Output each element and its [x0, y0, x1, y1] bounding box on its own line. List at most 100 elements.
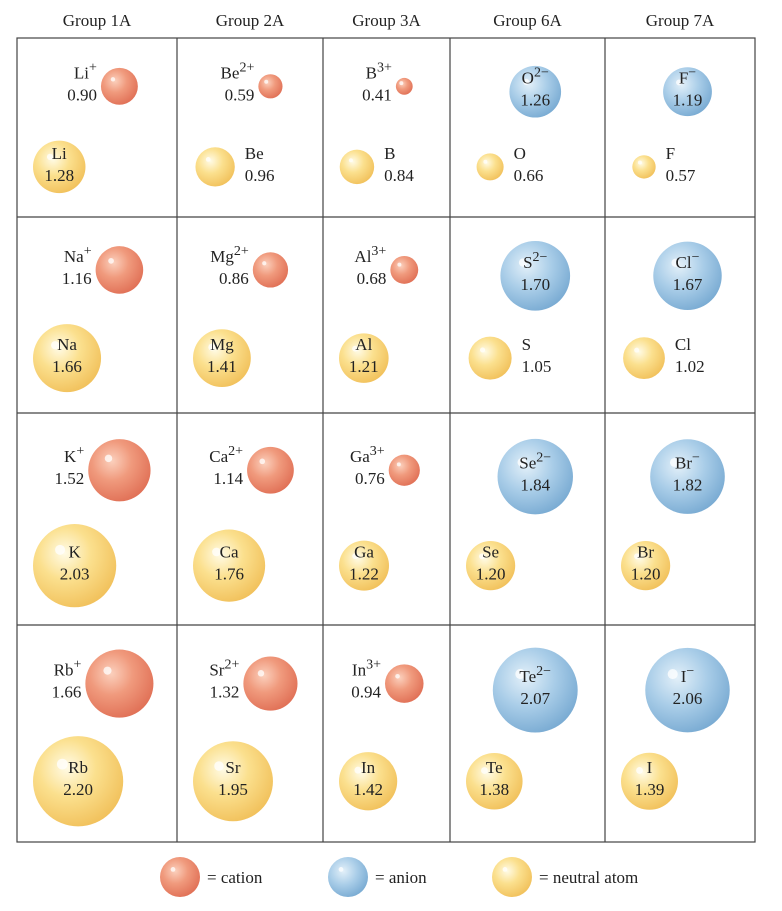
cation-sphere — [85, 649, 154, 718]
element-symbol: Cl — [676, 253, 692, 272]
charge: + — [84, 244, 92, 259]
element-symbol: Li — [74, 63, 89, 82]
atom-sphere — [466, 541, 516, 591]
symbol: Na+ — [64, 244, 92, 266]
element-symbol: K — [68, 543, 81, 562]
highlight — [108, 258, 114, 264]
highlight — [104, 454, 113, 463]
highlight — [671, 258, 680, 267]
highlight — [103, 666, 112, 675]
atom-sphere — [32, 524, 117, 608]
radius-value: 0.57 — [666, 166, 696, 185]
anion-sphere — [663, 67, 712, 117]
symbol: O — [514, 144, 526, 163]
element-symbol: S — [523, 253, 532, 272]
symbol: Sr2+ — [209, 658, 239, 680]
element-symbol: F — [666, 144, 675, 163]
group-header: Group 7A — [646, 11, 715, 30]
radius-value: 1.84 — [520, 476, 550, 495]
atom-sphere — [339, 540, 390, 591]
radius-value: 1.38 — [479, 780, 509, 799]
radius-value: 2.20 — [63, 780, 93, 799]
atom-sphere — [621, 541, 671, 591]
cation-sphere — [243, 656, 298, 711]
cation-sphere — [88, 439, 151, 502]
radius-value: 1.16 — [62, 269, 92, 288]
charge: 3+ — [370, 444, 385, 459]
radius-value: 1.21 — [349, 357, 379, 376]
charge: − — [692, 250, 700, 265]
element-symbol: Rb — [54, 661, 74, 680]
element-symbol: O — [522, 69, 534, 88]
radius-value: 1.14 — [213, 469, 243, 488]
highlight — [479, 347, 486, 353]
highlight — [399, 81, 404, 86]
atom-sphere — [33, 736, 124, 827]
element-symbol: Cl — [675, 335, 691, 354]
atom-sphere — [193, 741, 273, 822]
charge: 2− — [533, 250, 548, 265]
symbol: Ga — [354, 543, 374, 562]
atom-sphere — [339, 149, 375, 185]
highlight — [395, 673, 400, 679]
radius-value: 0.68 — [357, 269, 387, 288]
element-symbol: Te — [486, 758, 503, 777]
highlight — [257, 670, 265, 677]
radius-value: 1.52 — [54, 469, 84, 488]
radius-value: 1.20 — [631, 565, 661, 584]
highlight — [262, 261, 267, 266]
highlight — [259, 458, 266, 465]
symbol: Cl — [675, 335, 691, 354]
highlight — [51, 341, 60, 350]
element-symbol: Mg — [210, 335, 234, 354]
element-symbol: Al — [354, 247, 371, 266]
charge: 2+ — [239, 60, 254, 75]
symbol: Al3+ — [354, 244, 386, 266]
charge: 3+ — [371, 244, 386, 259]
radius-value: 1.22 — [349, 565, 379, 584]
symbol: Mg — [210, 335, 234, 354]
highlight — [110, 77, 116, 82]
element-symbol: Li — [52, 144, 67, 163]
charge: 2+ — [234, 244, 249, 259]
symbol: Rb+ — [54, 658, 82, 680]
highlight — [212, 547, 221, 557]
element-symbol: Ca — [209, 447, 228, 466]
symbol: Li+ — [74, 60, 97, 82]
highlight — [55, 544, 66, 555]
anion-sphere — [492, 647, 578, 733]
symbol: Ca2+ — [209, 444, 243, 466]
cation-sphere — [390, 255, 419, 284]
symbol: Li — [52, 144, 67, 163]
element-symbol: Br — [637, 543, 654, 562]
element-symbol: Sr — [225, 758, 240, 777]
radius-value: 0.94 — [351, 683, 381, 702]
symbol: Be2+ — [221, 60, 255, 82]
highlight — [46, 153, 54, 161]
charge: + — [89, 60, 97, 75]
radius-value: 1.28 — [44, 166, 74, 185]
radius-value: 2.06 — [673, 689, 703, 708]
cation-sphere — [100, 67, 138, 105]
radius-value: 2.03 — [60, 565, 90, 584]
cation-sphere — [160, 857, 200, 897]
radius-value: 0.59 — [225, 85, 255, 104]
highlight — [208, 343, 216, 351]
charge: 2− — [536, 664, 551, 679]
atom-sphere — [33, 140, 86, 194]
highlight — [515, 668, 526, 680]
symbol: In — [361, 758, 376, 777]
highlight — [264, 79, 269, 84]
symbol: Be — [245, 144, 264, 163]
highlight — [669, 457, 679, 467]
highlight — [634, 347, 640, 353]
atom-sphere — [632, 155, 656, 179]
group-header: Group 6A — [493, 11, 562, 30]
symbol: Te — [486, 758, 503, 777]
radius-value: 0.66 — [514, 166, 544, 185]
symbol: B — [384, 144, 395, 163]
cation-sphere — [252, 252, 289, 288]
cation-sphere — [385, 664, 424, 703]
atom-sphere — [339, 333, 389, 383]
